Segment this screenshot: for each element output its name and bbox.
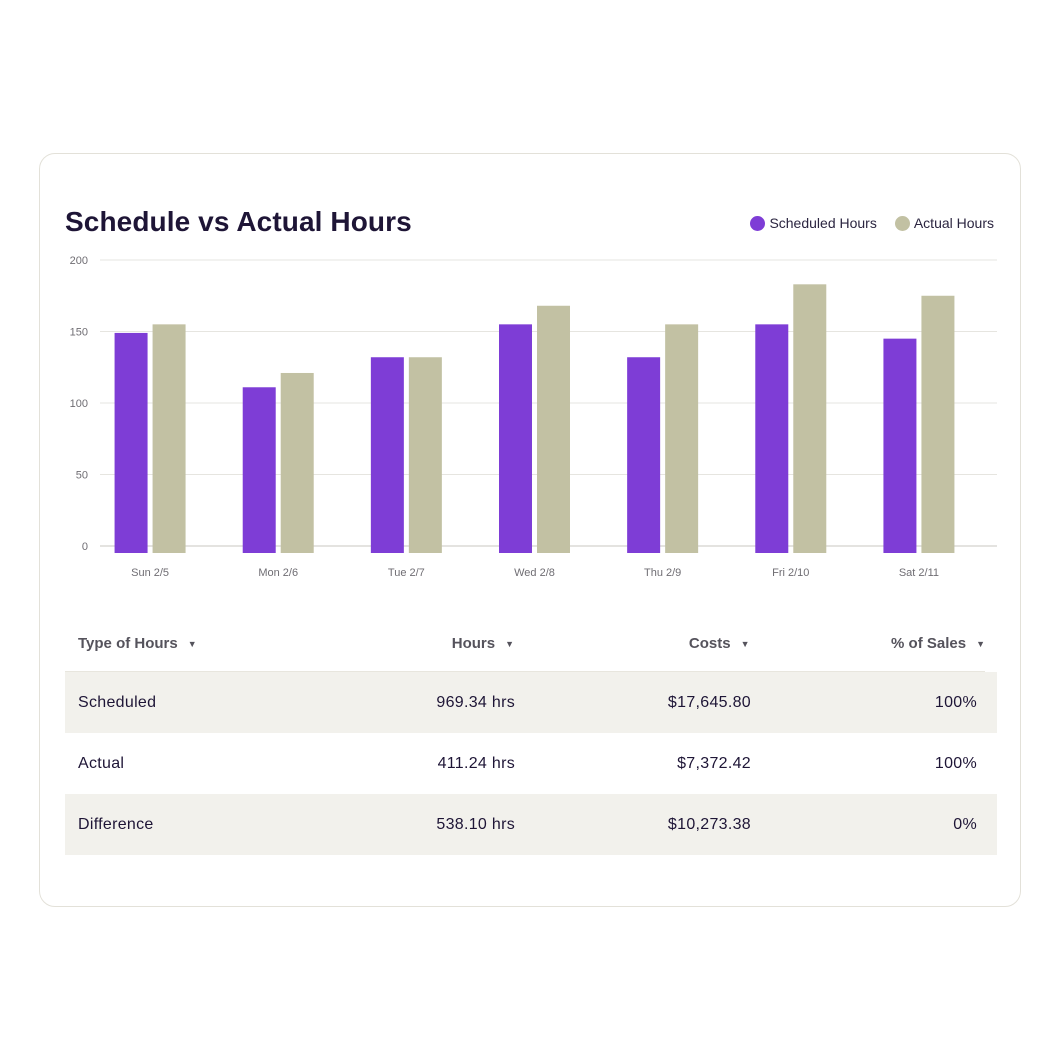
x-tick-label: Wed 2/8 xyxy=(514,567,555,579)
bar-actual xyxy=(280,372,314,553)
cell-costs: $17,645.80 xyxy=(667,693,751,711)
bar-actual xyxy=(921,295,955,553)
bar-scheduled xyxy=(755,324,789,553)
table-row: Actual 411.24 hrs $7,372.42 100% xyxy=(65,733,997,794)
cell-costs: $7,372.42 xyxy=(677,754,751,772)
chart-legend: Scheduled Hours Actual Hours xyxy=(750,215,994,231)
table-row: Scheduled 969.34 hrs $17,645.80 100% xyxy=(65,672,997,733)
caret-down-icon: ▼ xyxy=(505,638,515,649)
bar-actual xyxy=(537,305,570,553)
y-tick-label: 0 xyxy=(82,541,88,553)
column-header-type[interactable]: Type of Hours ▼ xyxy=(65,635,324,652)
bar-scheduled xyxy=(370,357,404,553)
column-header-type-label: Type of Hours xyxy=(78,635,178,652)
column-header-hours-label: Hours xyxy=(451,635,496,652)
cell-hours: 538.10 hrs xyxy=(436,815,515,833)
column-header-sales-label: % of Sales xyxy=(891,635,967,652)
cell-type: Actual xyxy=(78,754,125,772)
cell-sales: 0% xyxy=(953,815,977,833)
y-tick-label: 150 xyxy=(70,327,88,339)
cell-sales: 100% xyxy=(934,754,977,772)
chart-card: Schedule vs Actual Hours Scheduled Hours… xyxy=(39,153,1021,907)
column-header-costs[interactable]: Costs ▼ xyxy=(514,635,750,652)
x-tick-label: Fri 2/10 xyxy=(772,567,809,579)
x-tick-label: Mon 2/6 xyxy=(258,567,298,579)
bar-chart: 0 50 100 150 200 Sun 2/5 Mon 2/6 Tue 2/7 Wed 2/8… xyxy=(70,255,997,579)
legend-label-scheduled: Scheduled Hours xyxy=(769,215,877,231)
caret-down-icon: ▼ xyxy=(740,638,750,649)
x-tick-label: Sat 2/11 xyxy=(899,567,939,579)
caret-down-icon: ▼ xyxy=(976,638,985,649)
x-tick-label: Sun 2/5 xyxy=(131,567,169,579)
bar-scheduled xyxy=(114,332,148,553)
bar-scheduled xyxy=(242,387,276,553)
bar-scheduled xyxy=(499,324,532,553)
column-header-sales[interactable]: % of Sales ▼ xyxy=(750,635,985,652)
cell-type: Scheduled xyxy=(78,693,157,711)
y-tick-label: 50 xyxy=(76,470,88,482)
bar-actual xyxy=(408,357,442,553)
bar-actual xyxy=(152,324,186,553)
hours-table: Type of Hours ▼ Hours ▼ Costs ▼ % of Sal… xyxy=(65,616,997,855)
column-header-costs-label: Costs xyxy=(688,635,731,652)
cell-type: Difference xyxy=(78,815,154,833)
cell-sales: 100% xyxy=(934,693,977,711)
legend-label-actual: Actual Hours xyxy=(913,215,994,231)
x-tick-label: Thu 2/9 xyxy=(644,567,681,579)
y-tick-label: 200 xyxy=(70,255,88,267)
bar-scheduled xyxy=(627,357,661,553)
legend-item-scheduled[interactable]: Scheduled Hours xyxy=(750,215,877,231)
legend-item-actual[interactable]: Actual Hours xyxy=(894,215,994,231)
bar-actual xyxy=(793,284,827,553)
column-header-hours[interactable]: Hours ▼ xyxy=(324,635,514,652)
y-tick-label: 100 xyxy=(70,398,88,410)
cell-hours: 969.34 hrs xyxy=(436,693,515,711)
table-row: Difference 538.10 hrs $10,273.38 0% xyxy=(65,794,997,855)
table-header: Type of Hours ▼ Hours ▼ Costs ▼ % of Sal… xyxy=(65,616,985,672)
caret-down-icon: ▼ xyxy=(187,638,197,649)
cell-hours: 411.24 hrs xyxy=(437,754,515,772)
chart-title: Schedule vs Actual Hours xyxy=(65,206,412,237)
bar-actual xyxy=(665,324,699,553)
legend-dot-actual xyxy=(894,215,910,231)
cell-costs: $10,273.38 xyxy=(667,815,751,833)
bar-scheduled xyxy=(883,338,917,553)
legend-dot-scheduled xyxy=(750,215,766,231)
x-tick-label: Tue 2/7 xyxy=(388,567,425,579)
